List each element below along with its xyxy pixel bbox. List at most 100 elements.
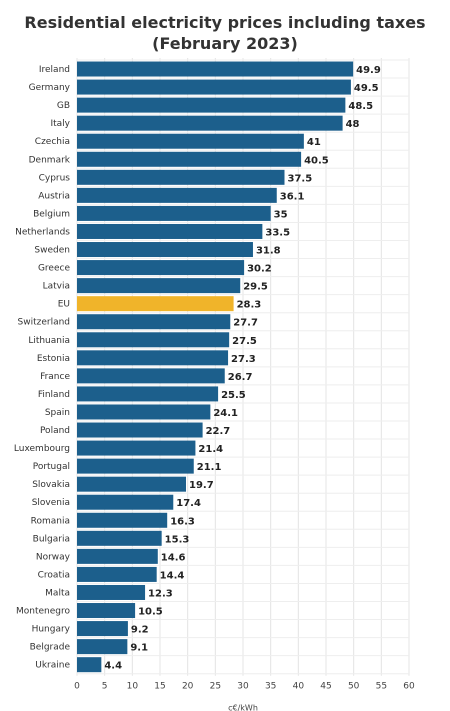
category-label: Slovenia <box>32 498 70 508</box>
value-label: 27.5 <box>232 336 257 347</box>
bar-luxembourg <box>77 440 196 456</box>
value-label: 9.1 <box>130 643 148 654</box>
category-label: Romania <box>31 516 70 526</box>
category-label: Ukraine <box>35 661 70 671</box>
bar-poland <box>77 422 203 438</box>
x-tick-label: 35 <box>265 682 276 692</box>
bar-italy <box>77 115 343 131</box>
bar-portugal <box>77 458 194 474</box>
x-tick-label: 40 <box>293 682 305 692</box>
bar-slovakia <box>77 476 187 492</box>
bar-malta <box>77 584 146 600</box>
x-tick-label: 20 <box>182 682 194 692</box>
x-tick-label: 60 <box>403 682 415 692</box>
x-tick-label: 5 <box>102 682 108 692</box>
category-label: Norway <box>36 552 71 562</box>
category-label: Bulgaria <box>33 534 70 544</box>
value-label: 31.8 <box>256 246 281 257</box>
category-label: Greece <box>38 264 70 274</box>
x-tick-label: 50 <box>348 682 360 692</box>
category-label: EU <box>58 300 70 310</box>
bar-denmark <box>77 151 302 167</box>
category-label: Belgium <box>33 209 70 219</box>
category-label: Finland <box>38 390 70 400</box>
bar-bulgaria <box>77 530 162 546</box>
bar-romania <box>77 512 168 528</box>
value-label: 36.1 <box>280 191 305 202</box>
value-label: 30.2 <box>247 264 272 275</box>
category-label: GB <box>57 101 70 111</box>
bar-latvia <box>77 278 241 294</box>
category-label: Netherlands <box>15 227 70 237</box>
value-label: 29.5 <box>243 282 268 293</box>
x-axis-title: c€/kWh <box>228 704 258 711</box>
category-label: Malta <box>45 588 70 598</box>
category-label: Croatia <box>38 570 70 580</box>
value-label: 49.5 <box>354 83 379 94</box>
value-label: 49.9 <box>356 65 381 76</box>
bar-belgium <box>77 205 271 221</box>
bar-lithuania <box>77 332 230 348</box>
category-label: Czechia <box>35 137 70 147</box>
value-label: 12.3 <box>148 588 173 599</box>
chart-title: Residential electricity prices including… <box>24 13 426 53</box>
category-label: Denmark <box>29 155 71 165</box>
value-label: 21.4 <box>198 444 223 455</box>
bar-finland <box>77 386 219 402</box>
category-label: Belgrade <box>30 643 71 653</box>
category-label: Portugal <box>33 462 70 472</box>
bar-belgrade <box>77 639 128 655</box>
value-label: 35 <box>274 209 288 220</box>
category-label: Latvia <box>43 282 70 292</box>
category-label: Sweden <box>34 246 70 256</box>
bar-france <box>77 368 225 384</box>
value-label: 4.4 <box>104 661 122 672</box>
category-label: Slovakia <box>32 480 70 490</box>
category-label: Lithuania <box>28 336 70 346</box>
bar-germany <box>77 79 351 95</box>
category-label: Austria <box>38 191 70 201</box>
category-label: Switzerland <box>18 318 71 328</box>
value-label: 19.7 <box>189 480 214 491</box>
category-label: Luxembourg <box>14 444 70 454</box>
bar-slovenia <box>77 494 174 510</box>
bar-greece <box>77 260 245 276</box>
bar-sweden <box>77 242 253 258</box>
bar-czechia <box>77 133 304 149</box>
category-label: Cyprus <box>39 173 71 183</box>
value-label: 26.7 <box>228 372 253 383</box>
value-label: 21.1 <box>197 462 222 473</box>
x-tick-label: 10 <box>127 682 139 692</box>
bar-hungary <box>77 621 128 637</box>
value-label: 40.5 <box>304 155 329 166</box>
value-label: 48 <box>346 119 360 130</box>
value-label: 27.7 <box>233 318 258 329</box>
category-label: Hungary <box>32 625 71 635</box>
bar-spain <box>77 404 211 420</box>
value-label: 33.5 <box>265 227 290 238</box>
x-tick-label: 0 <box>74 682 80 692</box>
value-label: 28.3 <box>237 300 262 311</box>
category-label: Montenegro <box>16 607 70 617</box>
value-label: 24.1 <box>213 408 238 419</box>
value-label: 25.5 <box>221 390 246 401</box>
bar-eu <box>77 296 234 312</box>
category-label: Germany <box>29 83 71 93</box>
bar-ukraine <box>77 657 102 673</box>
x-tick-label: 15 <box>154 682 165 692</box>
category-label: Italy <box>50 119 70 129</box>
value-label: 22.7 <box>206 426 231 437</box>
bar-gb <box>77 97 346 113</box>
value-label: 37.5 <box>288 173 313 184</box>
value-label: 48.5 <box>348 101 373 112</box>
bar-croatia <box>77 566 157 582</box>
bar-switzerland <box>77 314 231 330</box>
value-label: 10.5 <box>138 607 163 618</box>
category-label: Spain <box>45 408 70 418</box>
category-label: Poland <box>40 426 70 436</box>
x-tick-label: 30 <box>237 682 249 692</box>
category-label: Estonia <box>37 354 70 364</box>
category-label: France <box>40 372 70 382</box>
bar-ireland <box>77 61 354 77</box>
